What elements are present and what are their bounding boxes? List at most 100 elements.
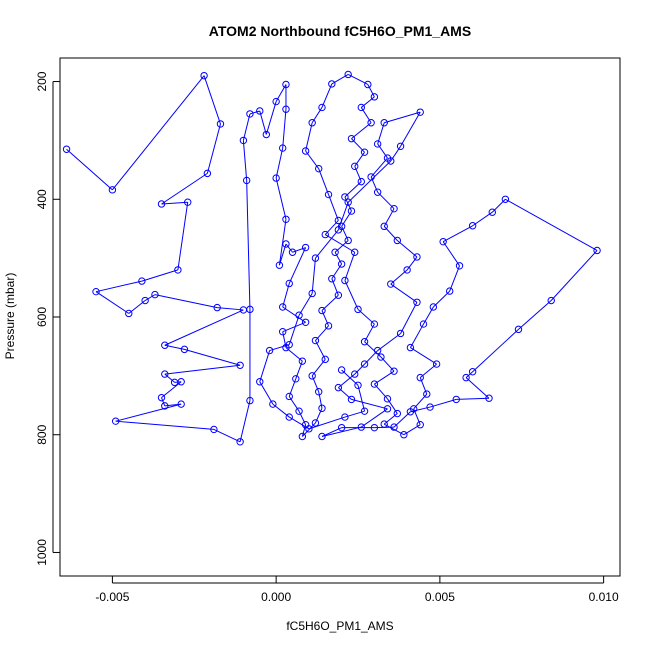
data-point (308, 289, 316, 298)
data-point (92, 287, 100, 296)
data-point (161, 341, 169, 349)
data-point (318, 306, 326, 315)
data-point (324, 190, 333, 199)
data-point (305, 425, 313, 433)
series-line-segment (341, 226, 349, 241)
data-point (239, 136, 248, 145)
series-line-segment (184, 348, 241, 366)
data-point (328, 80, 336, 88)
x-tick-label: 0.010 (589, 590, 619, 604)
series-line-segment (472, 328, 519, 373)
series-line-segment (354, 151, 365, 167)
series-line-segment (282, 306, 306, 323)
data-point (334, 226, 343, 234)
data-point (344, 198, 352, 206)
data-point (308, 372, 316, 380)
series-line-segment (95, 291, 130, 314)
data-point (200, 71, 208, 80)
series-line-segment (112, 75, 205, 191)
data-point (393, 409, 402, 418)
data-point (282, 80, 290, 89)
data-point (203, 169, 212, 178)
data-point (406, 408, 415, 416)
series-line-segment (265, 101, 277, 135)
data-point (180, 345, 189, 354)
data-point (298, 357, 307, 365)
series-lines (66, 74, 598, 443)
data-point (272, 97, 280, 106)
data-point (419, 320, 428, 328)
data-point (426, 403, 434, 411)
series-line-segment (164, 364, 241, 375)
series-line-segment (338, 387, 352, 400)
series-line-segment (331, 263, 343, 280)
data-point (393, 236, 402, 245)
data-point (354, 381, 362, 389)
series-line-segment (383, 423, 405, 436)
series-line-segment (242, 113, 251, 141)
series-line-segment (406, 256, 418, 271)
data-point (308, 119, 316, 127)
series-line-segment (288, 247, 307, 284)
data-point (357, 103, 365, 112)
series-line-segment (360, 96, 375, 108)
series-line-segment (161, 201, 188, 205)
data-point (387, 280, 395, 288)
data-point (364, 80, 372, 89)
series-line-segment (66, 148, 113, 191)
data-point (315, 164, 323, 173)
data-point (216, 120, 225, 128)
data-point (413, 253, 421, 261)
y-tick-label: 600 (35, 307, 49, 327)
y-axis-label: Pressure (mbar) (3, 273, 17, 360)
data-point (111, 417, 120, 425)
data-point (406, 343, 415, 352)
data-point (370, 320, 379, 328)
plot-frame (59, 57, 621, 577)
data-point (337, 366, 346, 374)
series-line-segment (305, 122, 313, 152)
x-tick-label: -0.005 (95, 590, 129, 604)
data-point (439, 237, 447, 246)
series-line-segment (298, 293, 313, 316)
data-point (416, 421, 424, 429)
data-point (256, 378, 264, 386)
series-line-segment (308, 416, 346, 430)
data-point (334, 383, 343, 392)
series-line-segment (278, 219, 287, 266)
data-point (285, 413, 293, 421)
data-point (455, 262, 464, 270)
data-point (311, 419, 320, 427)
data-point (429, 303, 438, 311)
data-point (174, 266, 182, 274)
series-line-segment (115, 420, 214, 430)
data-point (351, 248, 359, 256)
series-line-segment (288, 396, 300, 412)
data-point (370, 380, 379, 388)
data-point (416, 373, 424, 382)
data-point (141, 296, 149, 305)
data-point (298, 432, 307, 441)
data-point (547, 296, 555, 305)
series-line-segment (154, 294, 218, 309)
data-point (285, 392, 293, 401)
series-line-segment (242, 140, 248, 181)
x-axis-label: fC5H6O_PM1_AMS (286, 619, 393, 633)
series-line-segment (374, 370, 395, 385)
x-axis: -0.005 0.000 0.005 0.010 (95, 576, 619, 604)
series-line-segment (206, 123, 221, 174)
data-point (488, 208, 496, 216)
data-point (334, 291, 343, 299)
series-line-segment (377, 143, 388, 159)
data-point (452, 395, 460, 404)
data-point (347, 395, 356, 404)
data-point (256, 107, 264, 115)
series-line-segment (203, 75, 221, 125)
y-tick-label: 800 (35, 424, 49, 444)
y-tick-label: 1000 (35, 539, 49, 566)
data-point (161, 402, 169, 410)
data-point (282, 240, 290, 248)
data-point (403, 266, 411, 274)
chart-title: ATOM2 Northbound fC5H6O_PM1_AMS (209, 23, 471, 39)
